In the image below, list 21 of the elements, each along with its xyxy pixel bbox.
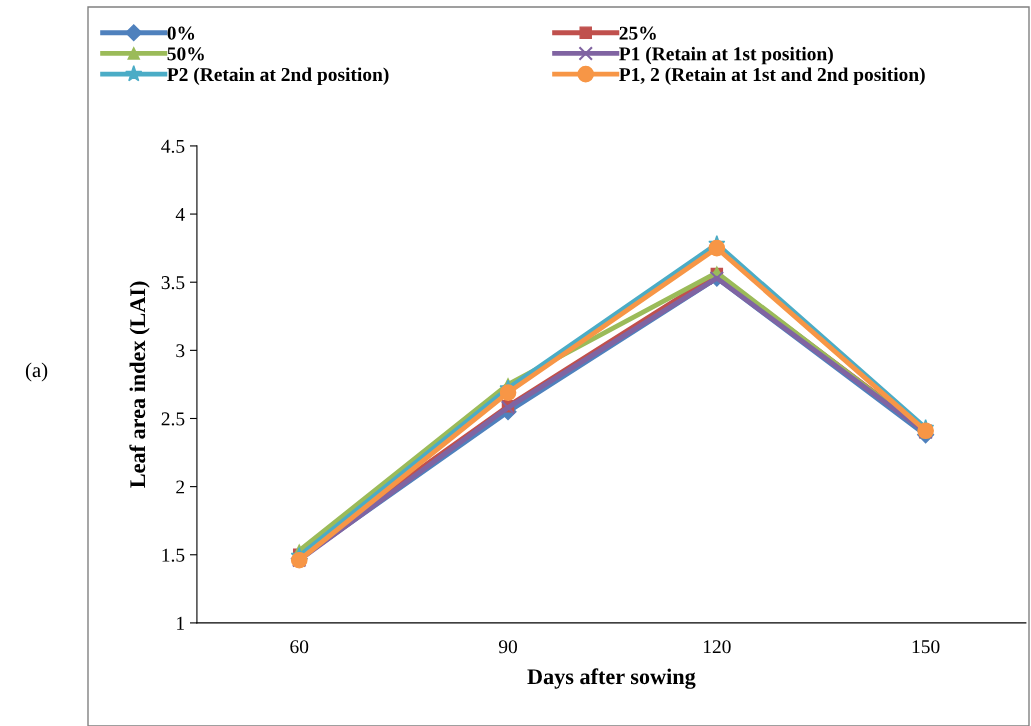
x-tick-label: 120: [703, 640, 731, 654]
legend-label: P2 (Retain at 2nd position): [167, 67, 389, 86]
y-tick-label: 1: [177, 616, 184, 630]
y-tick-label: 3.5: [161, 276, 185, 290]
x-tick-label: 150: [912, 640, 940, 654]
text: (a): [25, 362, 48, 382]
y-tick-label: 2: [176, 480, 185, 494]
y-tick-label: 3: [176, 344, 185, 358]
y-tick-label: 4.5: [161, 139, 185, 153]
y-tick-label: 2.5: [161, 412, 185, 426]
y-axis-title: Leaf area index (LAI): [129, 281, 150, 488]
x-tick-label: 60: [290, 640, 309, 654]
y-tick-label: 1.5: [162, 548, 185, 562]
legend-label: 50%: [167, 47, 204, 61]
legend-label: 25%: [619, 26, 656, 40]
x-axis-title: Days after sowing: [527, 668, 696, 689]
legend-label: P1, 2 (Retain at 1st and 2nd position): [619, 67, 925, 86]
y-tick-label: 4: [175, 208, 185, 221]
legend-label: P1 (Retain at 1st position): [619, 46, 833, 65]
x-tick-label: 90: [498, 640, 518, 654]
legend-label: 0%: [167, 26, 195, 40]
